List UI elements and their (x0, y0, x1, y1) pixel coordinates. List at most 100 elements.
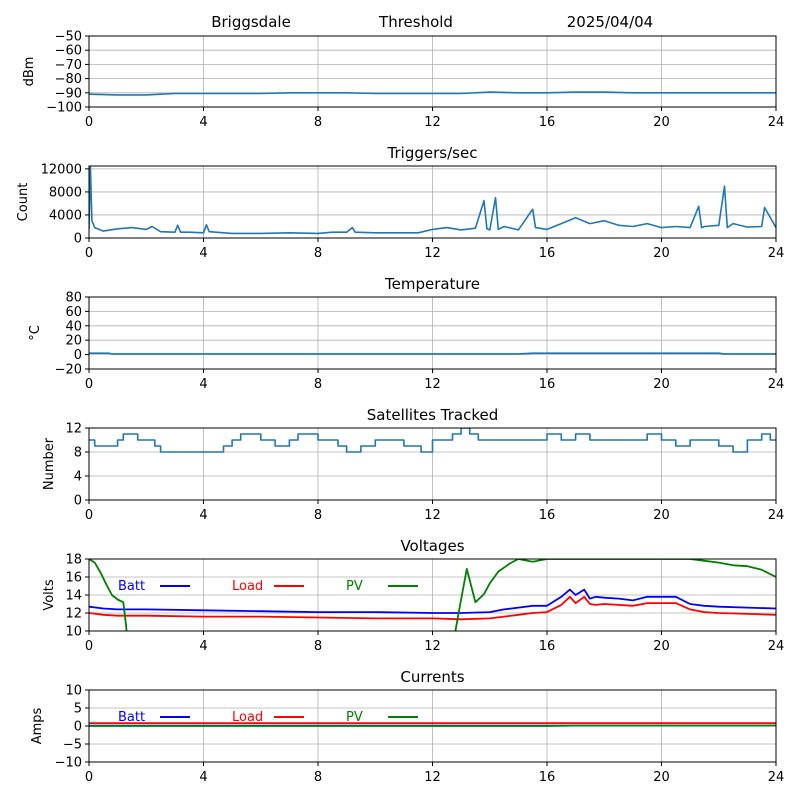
x-tick-label: 0 (85, 246, 93, 261)
x-tick-label: 24 (768, 508, 785, 523)
x-tick-label: 24 (768, 639, 785, 654)
y-tick-label: 40 (65, 319, 82, 334)
y-tick-label: 0 (74, 720, 82, 735)
y-axis-label: Volts (42, 579, 57, 611)
x-tick-label: 20 (653, 508, 670, 523)
x-tick-label: 8 (314, 770, 322, 785)
legend-label-pv: PV (346, 710, 363, 725)
y-tick-label: 4000 (49, 208, 82, 223)
x-tick-label: 24 (768, 377, 785, 392)
x-tick-label: 4 (199, 770, 207, 785)
legend-label-load: Load (232, 710, 263, 725)
series-line (89, 352, 776, 355)
x-tick-label: 12 (424, 508, 441, 523)
x-tick-label: 20 (653, 115, 670, 130)
series-line-pv (89, 559, 776, 631)
x-tick-label: 20 (653, 770, 670, 785)
series-line-batt (89, 588, 776, 614)
y-axis-label: °C (28, 325, 43, 341)
x-tick-label: 8 (314, 639, 322, 654)
x-tick-label: 12 (424, 115, 441, 130)
series-line (89, 166, 776, 235)
legend-label-batt: Batt (118, 710, 145, 725)
x-tick-label: 0 (85, 508, 93, 523)
x-tick-label: 16 (539, 770, 556, 785)
y-tick-label: 18 (65, 553, 82, 568)
panel-2: 0 4 8 12 16 20 24 0 4000 8000 12000 Triggers/sec Cou… (16, 144, 784, 261)
series-line-load (89, 595, 776, 621)
y-tick-label: −10 (55, 756, 82, 771)
y-tick-label: 4 (74, 470, 82, 485)
x-tick-label: 12 (424, 639, 441, 654)
y-tick-label: −70 (55, 58, 82, 73)
legend-label-pv: PV (346, 579, 363, 594)
y-tick-label: 16 (65, 571, 82, 586)
y-tick-label: 5 (74, 702, 82, 717)
x-tick-label: 12 (424, 377, 441, 392)
x-tick-label: 16 (539, 115, 556, 130)
x-tick-label: 24 (768, 246, 785, 261)
figure-header: Briggsdale Threshold 2025/04/04 (211, 13, 653, 31)
x-tick-label: 0 (85, 770, 93, 785)
header-date: 2025/04/04 (567, 13, 653, 31)
x-tick-label: 4 (199, 639, 207, 654)
x-tick-label: 16 (539, 639, 556, 654)
header-station: Briggsdale (211, 13, 291, 31)
x-tick-label: 8 (314, 115, 322, 130)
y-tick-label: −80 (55, 72, 82, 87)
panel-5: 0 4 8 12 16 20 24 10 12 14 16 18 Voltages Volts Batt Lo… (42, 537, 785, 654)
y-tick-label: 12 (65, 607, 82, 622)
y-tick-label: 0 (74, 232, 82, 247)
y-tick-label: 14 (65, 589, 82, 604)
x-tick-label: 4 (199, 508, 207, 523)
header-mode: Threshold (378, 13, 453, 31)
x-tick-label: 20 (653, 377, 670, 392)
panel-1: 0 4 8 12 16 20 24 −100−90−80−70−60−50 dBm (22, 30, 784, 131)
y-tick-label: 8 (74, 446, 82, 461)
y-tick-label: −5 (63, 738, 82, 753)
y-tick-label: 0 (74, 348, 82, 363)
x-tick-label: 4 (199, 115, 207, 130)
x-tick-label: 16 (539, 508, 556, 523)
x-tick-label: 0 (85, 115, 93, 130)
y-axis-label: Count (16, 183, 31, 222)
y-tick-label: 20 (65, 334, 82, 349)
y-tick-label: 10 (65, 625, 82, 640)
y-axis-label: Number (42, 437, 57, 490)
y-tick-label: −60 (55, 44, 82, 59)
x-tick-label: 8 (314, 508, 322, 523)
x-tick-label: 16 (539, 246, 556, 261)
x-tick-label: 0 (85, 639, 93, 654)
y-tick-label: 60 (65, 305, 82, 320)
panel-4: 0 4 8 12 16 20 24 0 4 8 12 Satellites Tracked Number (42, 406, 784, 523)
y-axis-label: dBm (22, 57, 37, 87)
x-tick-label: 24 (768, 115, 785, 130)
x-tick-label: 20 (653, 246, 670, 261)
panel-title: Voltages (400, 537, 464, 555)
panel-title: Temperature (384, 275, 480, 293)
x-tick-label: 8 (314, 377, 322, 392)
x-tick-label: 8 (314, 246, 322, 261)
y-tick-label: 80 (65, 291, 82, 306)
x-tick-label: 12 (424, 246, 441, 261)
y-tick-label: 10 (65, 684, 82, 699)
series-line (89, 91, 776, 96)
panel-title: Currents (400, 668, 464, 686)
x-tick-label: 0 (85, 377, 93, 392)
y-tick-label: 12 (65, 422, 82, 437)
panel-title: Triggers/sec (387, 144, 478, 162)
y-tick-label: −50 (55, 30, 82, 45)
x-tick-label: 24 (768, 770, 785, 785)
legend-label-batt: Batt (118, 579, 145, 594)
legend-label-load: Load (232, 579, 263, 594)
y-tick-label: −20 (55, 363, 82, 378)
y-tick-label: −100 (46, 101, 82, 116)
x-tick-label: 20 (653, 639, 670, 654)
panel-6: 0 4 8 12 16 20 24 −10 −5 0 5 10 Currents Amps Batt Load… (30, 668, 784, 785)
y-tick-label: 12000 (41, 162, 82, 177)
x-tick-label: 12 (424, 770, 441, 785)
x-tick-label: 4 (199, 377, 207, 392)
x-tick-label: 16 (539, 377, 556, 392)
